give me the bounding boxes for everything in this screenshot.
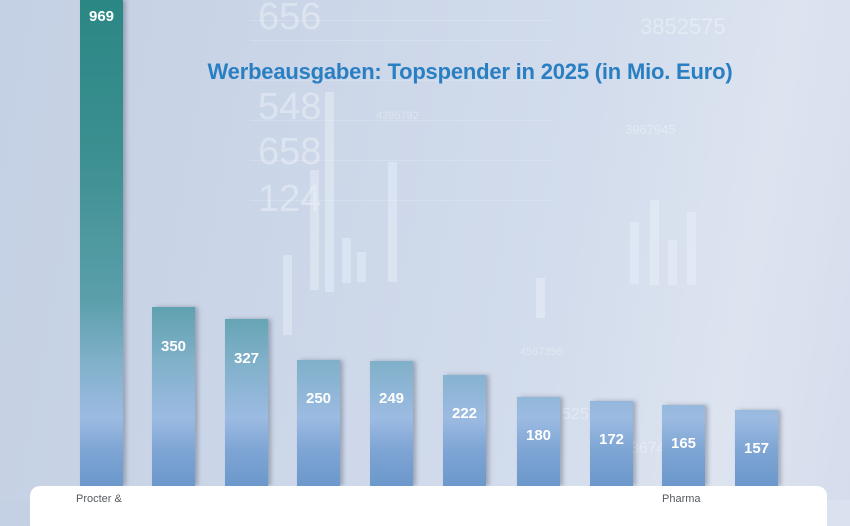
bar-value: 165 — [670, 435, 697, 452]
bar-9: 165 — [662, 405, 705, 486]
category-label-9: Pharma — [662, 493, 701, 505]
bar-4: 250 — [297, 360, 340, 486]
category-label-1: Procter & — [76, 493, 122, 505]
bar-5: 249 — [370, 361, 413, 486]
bar-value: 250 — [305, 390, 332, 407]
chart-title: Werbeausgaben: Topspender in 2025 (in Mi… — [207, 59, 733, 84]
bar-10: 157 — [735, 410, 778, 486]
bar-value: 249 — [378, 390, 405, 407]
bar-value: 180 — [525, 427, 552, 444]
category-label-panel: Procter & Pharma — [30, 486, 827, 526]
bar-value: 222 — [451, 405, 478, 422]
bar-7: 180 — [517, 397, 560, 486]
bar-2: 350 — [152, 307, 195, 486]
bar-value: 172 — [598, 431, 625, 448]
bar-1: 969 — [80, 0, 123, 486]
bar-value: 350 — [160, 338, 187, 355]
bar-3: 327 — [225, 319, 268, 486]
bar-value: 157 — [743, 440, 770, 457]
bar-8: 172 — [590, 401, 633, 486]
bar-6: 222 — [443, 375, 486, 486]
bar-value: 969 — [88, 8, 115, 25]
bar-value: 327 — [233, 350, 260, 367]
